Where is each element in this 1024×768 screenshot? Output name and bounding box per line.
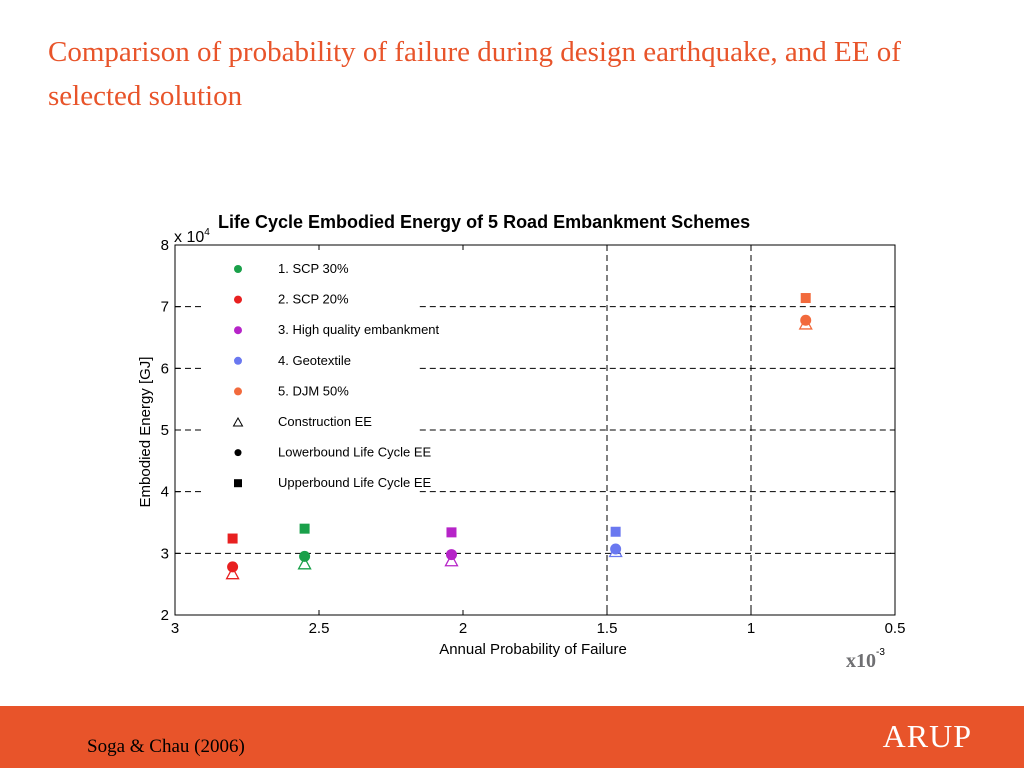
legend-marker [234, 265, 242, 273]
chart-container: Life Cycle Embodied Energy of 5 Road Emb… [130, 200, 920, 680]
legend-marker-circle [234, 449, 242, 457]
legend-marker-triangle [232, 416, 244, 427]
chart-title: Life Cycle Embodied Energy of 5 Road Emb… [218, 212, 750, 232]
legend-marker [234, 356, 242, 365]
legend-label: 4. Geotextile [278, 353, 351, 368]
y-tick-label: 7 [161, 299, 169, 316]
x-axis-label: Annual Probability of Failure [439, 641, 627, 658]
legend-label: Upperbound Life Cycle EE [278, 475, 432, 490]
upperbound-point [299, 523, 310, 534]
lowerbound-point [227, 561, 239, 573]
lowerbound-point [800, 314, 812, 326]
x-tick-label: 1 [747, 620, 755, 637]
legend-marker [234, 387, 242, 396]
upperbound-point [610, 526, 621, 537]
upperbound-point [227, 533, 238, 544]
upperbound-point [446, 527, 457, 538]
construction-point [225, 566, 240, 580]
x-tick-label: 0.5 [885, 620, 906, 637]
arup-logo: ARUP [882, 718, 972, 754]
x-tick-label: 2.5 [309, 620, 330, 637]
data-points [225, 293, 813, 580]
footer-bar [0, 706, 1024, 768]
lowerbound-point [445, 549, 457, 561]
y-tick-label: 6 [161, 360, 169, 377]
y-tick-label: 4 [161, 484, 169, 501]
slide-title: Comparison of probability of failure dur… [48, 36, 901, 112]
legend: 1. SCP 30% 2. SCP 20% 3. High quality emba… [232, 261, 440, 490]
y-tick-label: 5 [161, 422, 169, 439]
legend-label: 3. High quality embankment [278, 322, 440, 337]
y-tick-label: 2 [161, 607, 169, 624]
legend-marker-square [234, 479, 242, 488]
legend-label: 2. SCP 20% [278, 292, 349, 307]
legend-label: 1. SCP 30% [278, 261, 349, 276]
scatter-chart: Life Cycle Embodied Energy of 5 Road Emb… [137, 212, 906, 658]
x-tick-label: 1.5 [597, 620, 618, 637]
y-axis-label: Embodied Energy [GJ] [137, 357, 154, 508]
legend-label: 5. DJM 50% [278, 383, 349, 398]
x-axis-multiplier: x10-3 [846, 647, 885, 672]
x-tick-label: 3 [171, 620, 179, 637]
legend-marker [234, 295, 242, 304]
legend-label: Construction EE [278, 414, 372, 429]
y-tick-label: 3 [161, 545, 169, 562]
lowerbound-point [299, 550, 311, 562]
construction-point [297, 556, 312, 570]
legend-marker [234, 326, 242, 335]
citation: Soga & Chau (2006) [87, 736, 245, 757]
lowerbound-point [610, 543, 622, 555]
legend-label: Lowerbound Life Cycle EE [278, 445, 432, 460]
y-tick-label: 8 [161, 237, 169, 254]
construction-point [444, 553, 459, 567]
upperbound-point [800, 293, 811, 304]
y-multiplier: x 104 [174, 227, 210, 246]
x-tick-label: 2 [459, 620, 467, 637]
